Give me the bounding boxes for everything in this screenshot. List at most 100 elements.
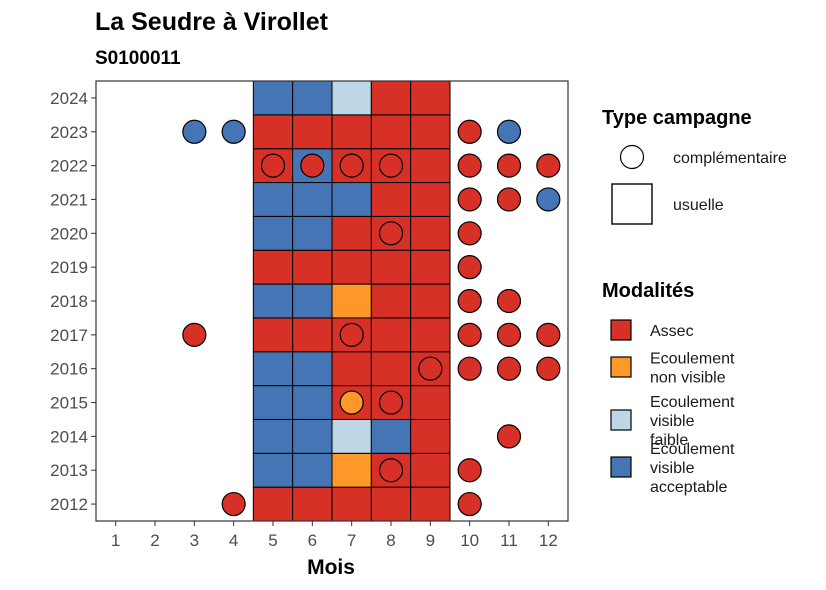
y-tick-label: 2022 [50,157,88,176]
point-2022-8 [378,153,404,178]
cell-2023-7 [331,114,372,150]
legend-key-circle [619,144,645,170]
cell-2023-6 [292,114,333,150]
color-legend-label: acceptable [650,479,727,496]
cell-2012-6 [292,486,333,522]
cell-2016-8 [370,351,412,387]
x-tick-label: 10 [460,531,479,550]
point-2015-7 [339,390,364,415]
cell-2024-6 [292,80,333,116]
point-2017-3 [182,322,207,347]
cell-2021-5 [252,182,294,217]
shape-legend-label: complémentaire [673,150,787,167]
y-tick-label: 2024 [50,89,88,108]
y-tick-label: 2014 [50,427,88,446]
point-2023-4 [221,119,246,144]
point-2013-8 [378,458,404,483]
color-legend: Assec Ecoulement non visible Ecoulement visi… [610,319,735,496]
cell-2014-9 [410,418,451,454]
cell-2019-8 [370,249,412,285]
x-tick-label: 9 [426,531,435,550]
point-2023-3 [182,119,207,144]
color-legend-label: Assec [650,323,694,340]
cell-2024-5 [252,80,294,116]
point-2022-5 [260,153,286,178]
cell-2018-5 [252,283,294,319]
point-2018-11 [496,288,522,314]
cell-2019-6 [292,249,333,285]
color-legend-label: faible [650,432,688,449]
point-2018-10 [457,288,482,314]
legend-key-accept [610,456,632,478]
point-2016-9 [418,356,443,381]
legend-key-faible [610,409,632,431]
cell-2020-9 [410,215,451,251]
y-tick-label: 2015 [50,394,88,413]
cell-2018-7 [331,283,372,319]
color-legend-label: Ecoulement [650,394,735,411]
cell-2020-6 [292,215,333,251]
color-legend-label: Ecoulement [650,351,735,368]
x-tick-label: 1 [111,531,120,550]
cell-2023-5 [252,114,294,150]
point-2013-10 [457,458,482,483]
cell-2016-6 [292,351,333,387]
point-2016-10 [457,356,482,381]
cell-2013-7 [331,452,372,488]
point-2012-10 [457,491,482,517]
color-legend-label: non visible [650,370,726,387]
cell-2012-7 [331,486,372,522]
x-tick-label: 2 [150,531,159,550]
cell-2019-5 [252,249,294,285]
legend: Type campagne complémentaire usuelle Moda… [602,107,787,496]
x-tick-label: 7 [347,531,356,550]
x-axis-title: Mois [307,556,355,579]
cell-2018-9 [410,283,451,319]
cell-2018-8 [370,283,412,319]
point-2021-11 [496,187,522,212]
cell-2012-5 [252,486,294,522]
cell-2021-6 [292,182,333,217]
y-tick-label: 2012 [50,495,88,514]
x-tick-label: 8 [386,531,395,550]
complementaire-points [182,119,561,517]
cell-2024-9 [410,80,451,116]
point-2023-11 [496,119,522,144]
point-2023-10 [457,119,482,144]
point-2022-12 [536,153,561,178]
usuelle-cells [252,80,451,522]
shape-legend-title: Type campagne [602,107,752,129]
cell-2019-9 [410,249,451,285]
cell-2012-9 [410,486,451,522]
point-2012-4 [221,491,246,517]
shape-legend-label: usuelle [673,197,724,214]
point-2021-12 [536,187,561,212]
cell-2013-5 [252,452,294,488]
point-2014-11 [496,424,522,449]
cell-2017-6 [292,317,333,353]
cell-2015-5 [252,385,294,420]
cell-2014-6 [292,418,333,454]
cell-2021-8 [370,182,412,217]
y-axis: 2012 2013 2014 2015 2016 2017 2018 2019 2020 2021… [50,89,96,514]
cell-2014-7 [331,418,372,454]
cell-2014-8 [370,418,412,454]
x-tick-label: 4 [229,531,238,550]
point-2016-12 [536,356,561,381]
point-2020-8 [378,221,404,246]
cell-2019-7 [331,249,372,285]
cell-2022-9 [410,148,451,184]
legend-key-nonvis [610,356,632,378]
cell-2020-7 [331,215,372,251]
x-tick-label: 6 [308,531,317,550]
y-tick-label: 2020 [50,224,88,243]
cell-2017-8 [370,317,412,353]
color-legend-title: Modalités [602,280,694,302]
cell-2023-9 [410,114,451,150]
y-tick-label: 2018 [50,292,88,311]
color-legend-label: visible [650,460,695,477]
y-tick-label: 2021 [50,190,88,209]
y-tick-label: 2013 [50,461,88,480]
point-2021-10 [457,187,482,212]
cell-2017-5 [252,317,294,353]
